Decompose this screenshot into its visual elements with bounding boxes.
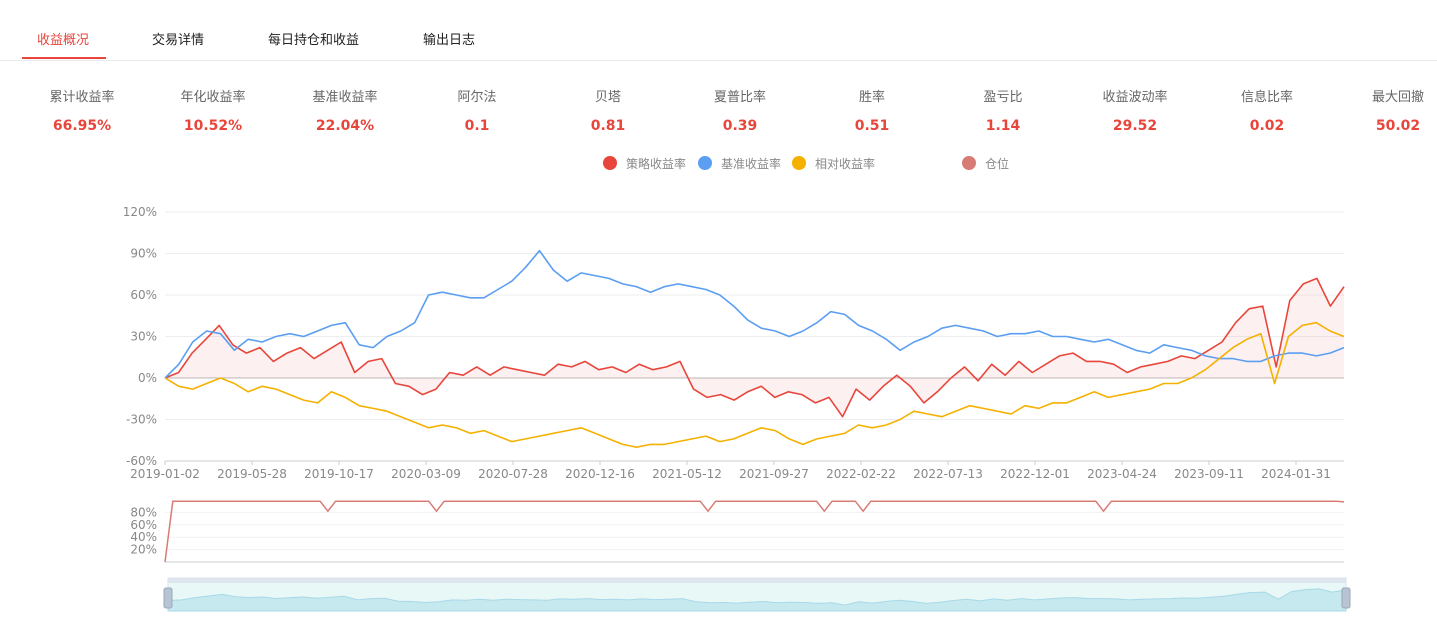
x-tick-label: 2020-03-09 xyxy=(391,467,461,481)
x-tick-label: 2019-05-28 xyxy=(217,467,287,481)
x-tick-label: 2022-12-01 xyxy=(1000,467,1070,481)
x-tick-label: 2019-10-17 xyxy=(304,467,374,481)
y-tick-label: 30% xyxy=(130,330,157,344)
x-tick-label: 2022-02-22 xyxy=(826,467,896,481)
tab-overview[interactable]: 收益概况 xyxy=(37,33,90,48)
metric-value: 50.02 xyxy=(1375,118,1421,134)
series-line-2 xyxy=(164,321,1345,448)
metric-label: 阿尔法 xyxy=(457,90,497,105)
metric-profit-loss-ratio: 盈亏比 1.14 xyxy=(953,86,1053,134)
position-y-tick-label: 20% xyxy=(130,543,157,557)
legend-label: 相对收益率 xyxy=(815,157,876,171)
metric-value: 10.52% xyxy=(183,118,243,134)
x-tick-label: 2020-12-16 xyxy=(565,467,635,481)
x-tick-label: 2021-05-12 xyxy=(652,467,722,481)
position-y-tick-label: 40% xyxy=(130,530,157,544)
y-tick-label: -60% xyxy=(126,454,157,468)
legend-dot-icon xyxy=(603,156,617,170)
tab-trade-details[interactable]: 交易详情 xyxy=(152,33,205,48)
zoom-handle-right[interactable] xyxy=(1341,587,1351,609)
legend-dot-icon xyxy=(698,156,712,170)
position-y-tick-label: 60% xyxy=(130,518,157,532)
legend-dot-icon xyxy=(792,156,806,170)
metric-label: 年化收益率 xyxy=(180,90,246,105)
legend-dot-icon xyxy=(962,156,976,170)
y-tick-label: 120% xyxy=(123,205,157,219)
metric-sharpe: 夏普比率 0.39 xyxy=(690,86,790,134)
metric-value: 29.52 xyxy=(1112,118,1158,134)
metric-label: 最大回撤 xyxy=(1371,90,1424,105)
active-tab-indicator xyxy=(22,57,106,59)
legend-label: 基准收益率 xyxy=(721,157,782,171)
metric-label: 收益波动率 xyxy=(1102,90,1168,105)
series-line-1 xyxy=(164,249,1345,379)
metric-value: 66.95% xyxy=(52,118,112,134)
metric-value: 1.14 xyxy=(985,118,1021,134)
tab-bar: 收益概况 交易详情 每日持仓和收益 输出日志 xyxy=(0,0,1437,61)
metric-max-drawdown: 最大回撤 50.02 xyxy=(1348,86,1437,134)
y-tick-label: 60% xyxy=(130,288,157,302)
x-tick-label: 2022-07-13 xyxy=(913,467,983,481)
metric-benchmark-return: 基准收益率 22.04% xyxy=(295,86,395,134)
metric-beta: 贝塔 0.81 xyxy=(558,86,658,134)
metric-label: 盈亏比 xyxy=(983,90,1023,105)
metric-label: 基准收益率 xyxy=(312,90,378,105)
zoom-preview-area xyxy=(167,588,1347,612)
metric-label: 夏普比率 xyxy=(713,90,766,105)
metric-win-rate: 胜率 0.51 xyxy=(822,86,922,134)
metric-information-ratio: 信息比率 0.02 xyxy=(1217,86,1317,134)
series-line-0 xyxy=(164,277,1345,418)
y-tick-label: 0% xyxy=(138,371,157,385)
x-tick-label: 2023-04-24 xyxy=(1087,467,1157,481)
x-tick-label: 2023-09-11 xyxy=(1174,467,1244,481)
metric-volatility: 收益波动率 29.52 xyxy=(1085,86,1185,134)
metric-label: 贝塔 xyxy=(594,90,621,105)
zoom-handle-left[interactable] xyxy=(163,587,173,609)
metric-label: 胜率 xyxy=(858,90,885,105)
tab-daily-positions[interactable]: 每日持仓和收益 xyxy=(268,33,360,48)
metric-value: 0.39 xyxy=(722,118,758,134)
legend-label: 策略收益率 xyxy=(626,157,687,171)
tab-output-log[interactable]: 输出日志 xyxy=(423,33,476,48)
metric-value: 0.51 xyxy=(854,118,890,134)
metric-alpha: 阿尔法 0.1 xyxy=(427,86,527,134)
position-line xyxy=(164,500,1345,563)
metric-annualized-return: 年化收益率 10.52% xyxy=(163,86,263,134)
y-tick-label: 90% xyxy=(130,247,157,261)
metric-cumulative-return: 累计收益率 66.95% xyxy=(32,86,132,134)
metric-value: 0.02 xyxy=(1249,118,1285,134)
metric-value: 22.04% xyxy=(315,118,375,134)
zoom-slider-top-bar xyxy=(168,578,1346,583)
metric-value: 0.1 xyxy=(464,118,490,134)
metric-label: 信息比率 xyxy=(1240,90,1293,105)
metric-value: 0.81 xyxy=(590,118,626,134)
y-tick-label: -30% xyxy=(126,413,157,427)
position-y-tick-label: 80% xyxy=(130,505,157,519)
x-tick-label: 2021-09-27 xyxy=(739,467,809,481)
x-tick-label: 2019-01-02 xyxy=(130,467,200,481)
legend-label: 仓位 xyxy=(985,157,1010,171)
x-tick-label: 2024-01-31 xyxy=(1261,467,1331,481)
metric-label: 累计收益率 xyxy=(49,90,115,105)
x-tick-label: 2020-07-28 xyxy=(478,467,548,481)
